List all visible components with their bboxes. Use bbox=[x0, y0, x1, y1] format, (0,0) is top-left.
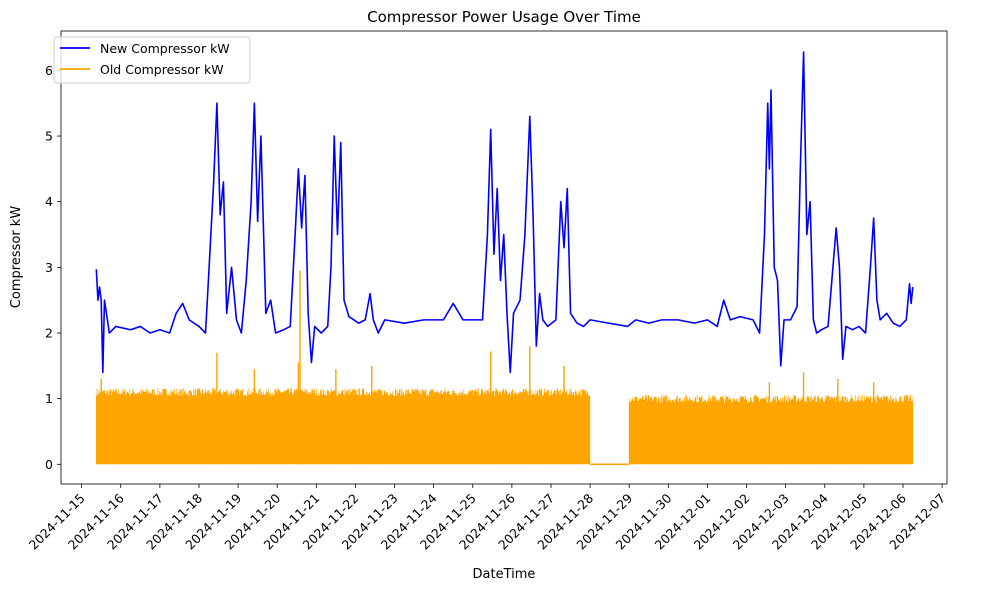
plot-area bbox=[95, 51, 914, 466]
y-axis-label: Compressor kW bbox=[9, 206, 24, 309]
y-tick-label: 0 bbox=[45, 457, 53, 472]
y-tick-label: 2 bbox=[45, 326, 53, 341]
y-tick-label: 3 bbox=[45, 260, 53, 275]
new-compressor-line bbox=[95, 51, 914, 374]
y-axis: 0 1 2 3 4 5 6 bbox=[45, 63, 61, 472]
x-axis-label: DateTime bbox=[473, 567, 536, 582]
y-tick-label: 5 bbox=[45, 129, 53, 144]
legend: New Compressor kW Old Compressor kW bbox=[53, 36, 251, 84]
y-tick-label: 6 bbox=[45, 63, 53, 78]
plot-frame bbox=[60, 30, 948, 485]
legend-label-old: Old Compressor kW bbox=[100, 62, 224, 77]
old-compressor-bands bbox=[95, 388, 914, 465]
y-tick-label: 1 bbox=[45, 391, 53, 406]
legend-label-new: New Compressor kW bbox=[100, 41, 230, 56]
legend-box bbox=[53, 36, 251, 84]
chart-title: Compressor Power Usage Over Time bbox=[367, 8, 641, 26]
y-tick-label: 4 bbox=[45, 194, 53, 209]
